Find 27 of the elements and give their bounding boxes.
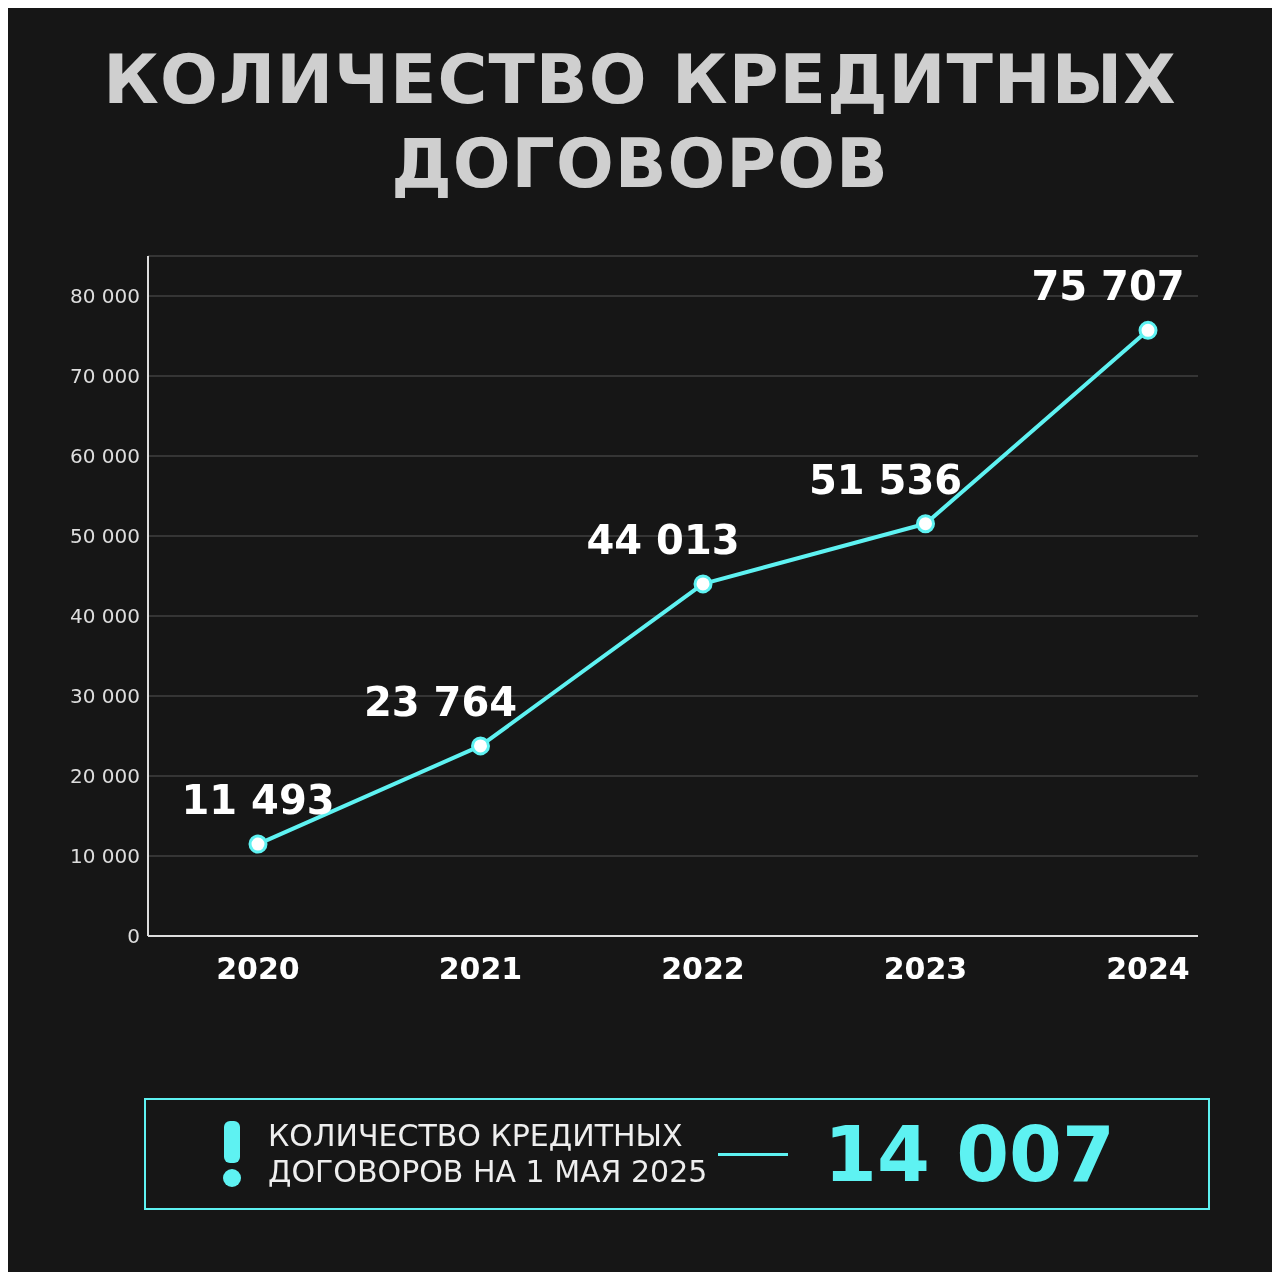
x-tick-label: 2022 [661, 951, 745, 987]
y-tick-label: 70 000 [70, 364, 140, 389]
y-tick-label: 50 000 [70, 524, 140, 549]
y-tick-label: 20 000 [70, 764, 140, 789]
point [693, 574, 713, 594]
y-tick-label: 10 000 [70, 844, 140, 869]
text: КОЛИЧЕСТВО КРЕДИТНЫХ ДОГОВОРОВ НА 1 МАЯ 2025 [268, 1118, 708, 1190]
y-tick-label: 30 000 [70, 684, 140, 709]
y-tick-label: 0 [127, 924, 140, 949]
point [1138, 320, 1158, 340]
x-tick-label: 2020 [216, 951, 300, 987]
text: 14 007 [824, 1109, 1115, 1199]
point [248, 834, 268, 854]
x-tick-label: 2021 [438, 951, 523, 987]
y-tick-label: 60 000 [70, 444, 140, 469]
point [916, 514, 935, 534]
point [471, 736, 490, 756]
y-tick-label: 80 000 [70, 284, 140, 309]
data-label: 75 707 [1031, 263, 1185, 310]
x-tick-label: 2023 [883, 951, 968, 987]
data-label: 11 493 [181, 777, 335, 824]
y-tick-label: 40 000 [70, 604, 140, 629]
data-label: 44 013 [586, 516, 740, 563]
x-tick-label: 2024 [1106, 951, 1190, 987]
data-label: 51 536 [808, 456, 963, 503]
data-label: 23 764 [363, 678, 518, 725]
chart-title: КОЛИЧЕСТВО КРЕДИТНЫХ ДОГОВОРОВ [102, 39, 1178, 205]
